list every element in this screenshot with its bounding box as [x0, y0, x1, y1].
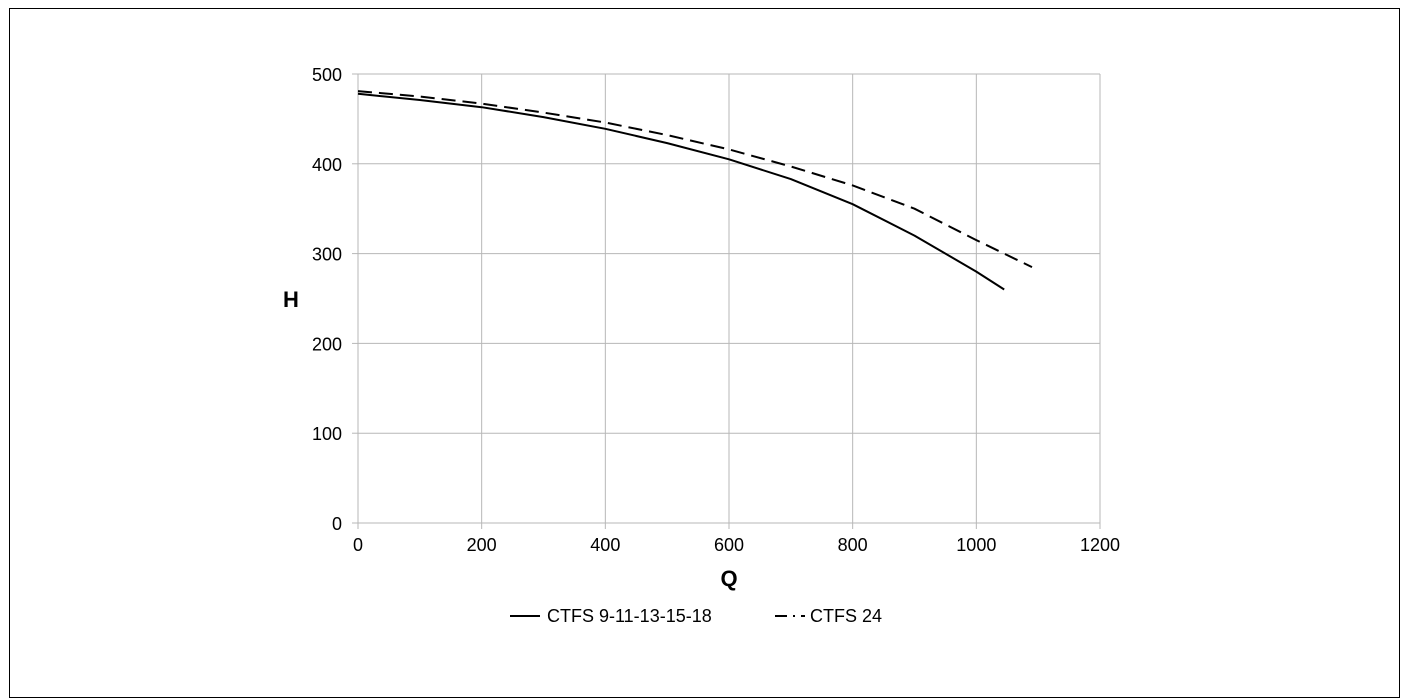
y-tick-label: 200 [312, 334, 342, 354]
y-axis-title: H [283, 287, 299, 312]
x-tick-label: 0 [353, 535, 363, 555]
legend-label-1: CTFS 9-11-13-15-18 [547, 606, 712, 626]
legend-label-2: CTFS 24 [810, 606, 882, 626]
axes [352, 73, 1101, 529]
y-tick-label: 500 [312, 65, 342, 85]
y-tick-label: 400 [312, 155, 342, 175]
line-chart: 0 200 400 600 800 1000 1200 0 100 200 300 400 500 Q… [283, 65, 1120, 626]
x-tick-label: 1200 [1080, 535, 1120, 555]
series-line-1 [357, 92, 1005, 291]
x-tick-label: 800 [838, 535, 868, 555]
x-tick-label: 200 [467, 535, 497, 555]
chart-frame [9, 8, 1400, 698]
y-tick-labels: 0 100 200 300 400 500 [312, 65, 342, 534]
series-lines [357, 90, 1033, 291]
y-tick-label: 300 [312, 245, 342, 265]
x-tick-label: 1000 [956, 535, 996, 555]
y-tick-label: 100 [312, 424, 342, 444]
y-tick-label: 0 [332, 514, 342, 534]
series-line-2 [357, 90, 1033, 268]
grid [358, 73, 1101, 523]
x-axis-title: Q [720, 566, 737, 591]
x-tick-label: 600 [714, 535, 744, 555]
x-tick-label: 400 [590, 535, 620, 555]
legend: CTFS 9-11-13-15-18 CTFS 24 [510, 606, 882, 626]
x-tick-labels: 0 200 400 600 800 1000 1200 [353, 535, 1120, 555]
